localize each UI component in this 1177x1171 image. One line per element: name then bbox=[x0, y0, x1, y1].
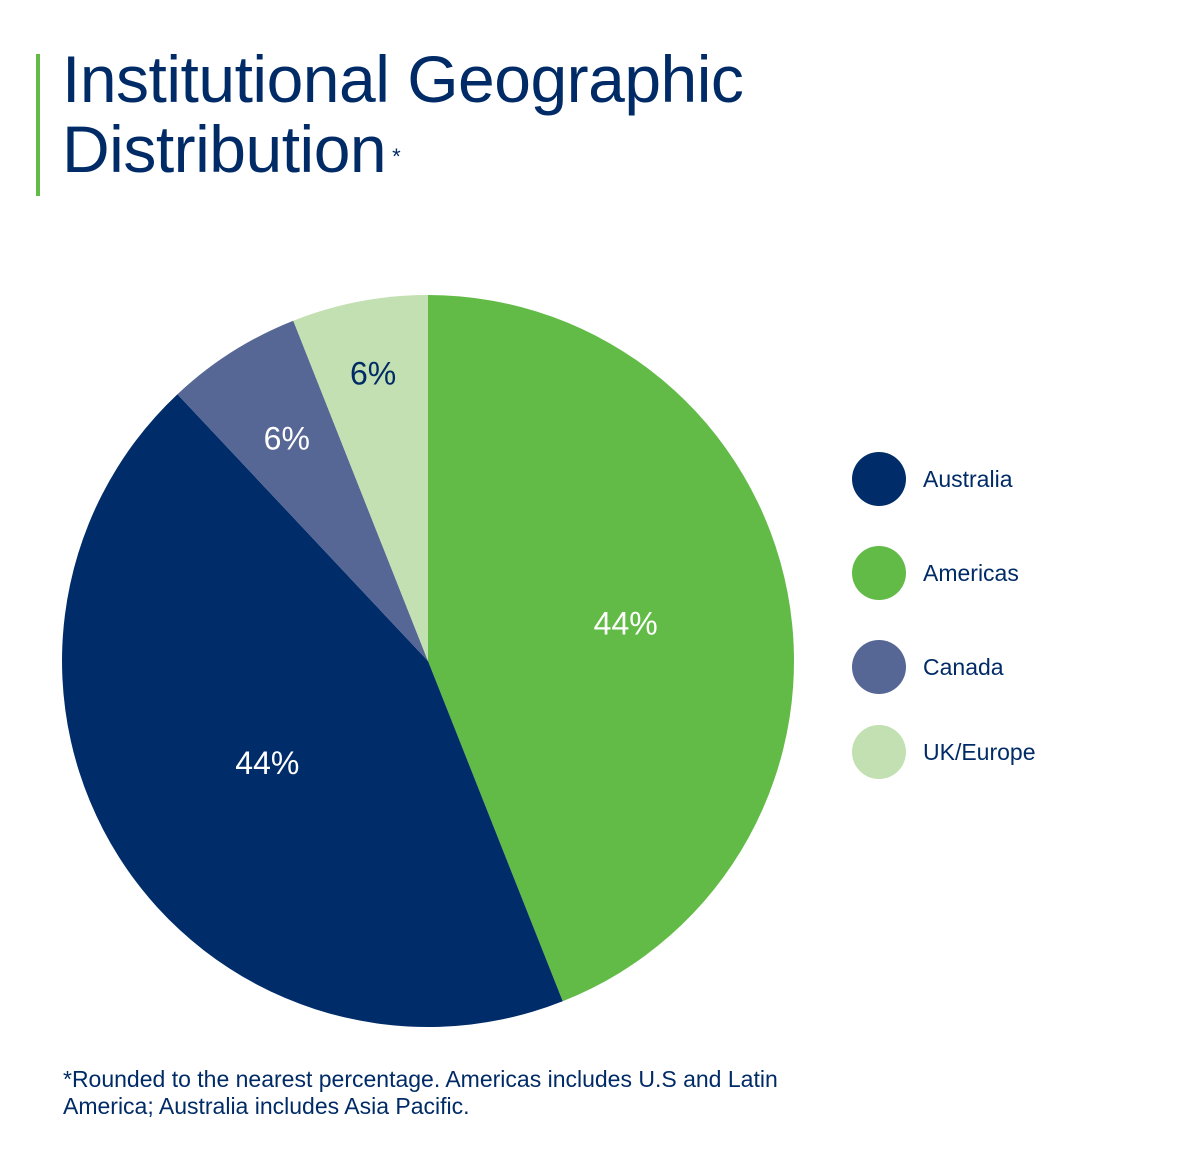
title-footnote-marker: * bbox=[392, 144, 401, 169]
legend-swatch-australia bbox=[852, 452, 906, 506]
title-accent-bar bbox=[36, 54, 40, 196]
page-title: Institutional Geographic Distribution * bbox=[62, 42, 744, 184]
pie-slice-uk-europe bbox=[293, 295, 428, 661]
title-line-2: Distribution * bbox=[62, 114, 743, 184]
legend-item-uk-europe: UK/Europe bbox=[852, 725, 1036, 779]
legend-label-americas: Americas bbox=[923, 559, 1019, 586]
legend-item-americas: Americas bbox=[852, 546, 1019, 600]
pie-slice-australia bbox=[62, 394, 563, 1027]
title-line-1: Institutional Geographic bbox=[62, 42, 744, 116]
footnote-line-2: America; Australia includes Asia Pacific… bbox=[63, 1093, 470, 1119]
pie-slice-americas bbox=[428, 295, 795, 1002]
legend-swatch-canada bbox=[852, 640, 906, 694]
pie-label-americas: 44% bbox=[594, 605, 658, 641]
pie-labels: 44% 44% 6% 6% bbox=[235, 355, 657, 781]
legend-label-australia: Australia bbox=[923, 465, 1013, 492]
pie-label-uk-europe: 6% bbox=[350, 355, 396, 391]
legend-swatch-uk-europe bbox=[852, 725, 906, 779]
pie-slice-canada bbox=[177, 320, 428, 661]
footnote: *Rounded to the nearest percentage. Amer… bbox=[63, 1066, 943, 1120]
pie-slices bbox=[62, 295, 795, 1027]
legend-label-uk-europe: UK/Europe bbox=[923, 738, 1036, 765]
footnote-line-1: *Rounded to the nearest percentage. Amer… bbox=[63, 1066, 778, 1092]
pie-label-australia: 44% bbox=[235, 745, 299, 781]
legend-item-canada: Canada bbox=[852, 640, 1004, 694]
pie-label-canada: 6% bbox=[264, 421, 310, 457]
legend-label-canada: Canada bbox=[923, 653, 1004, 680]
legend-item-australia: Australia bbox=[852, 452, 1012, 506]
legend-swatch-americas bbox=[852, 546, 906, 600]
title-line-2-text: Distribution bbox=[62, 112, 387, 186]
